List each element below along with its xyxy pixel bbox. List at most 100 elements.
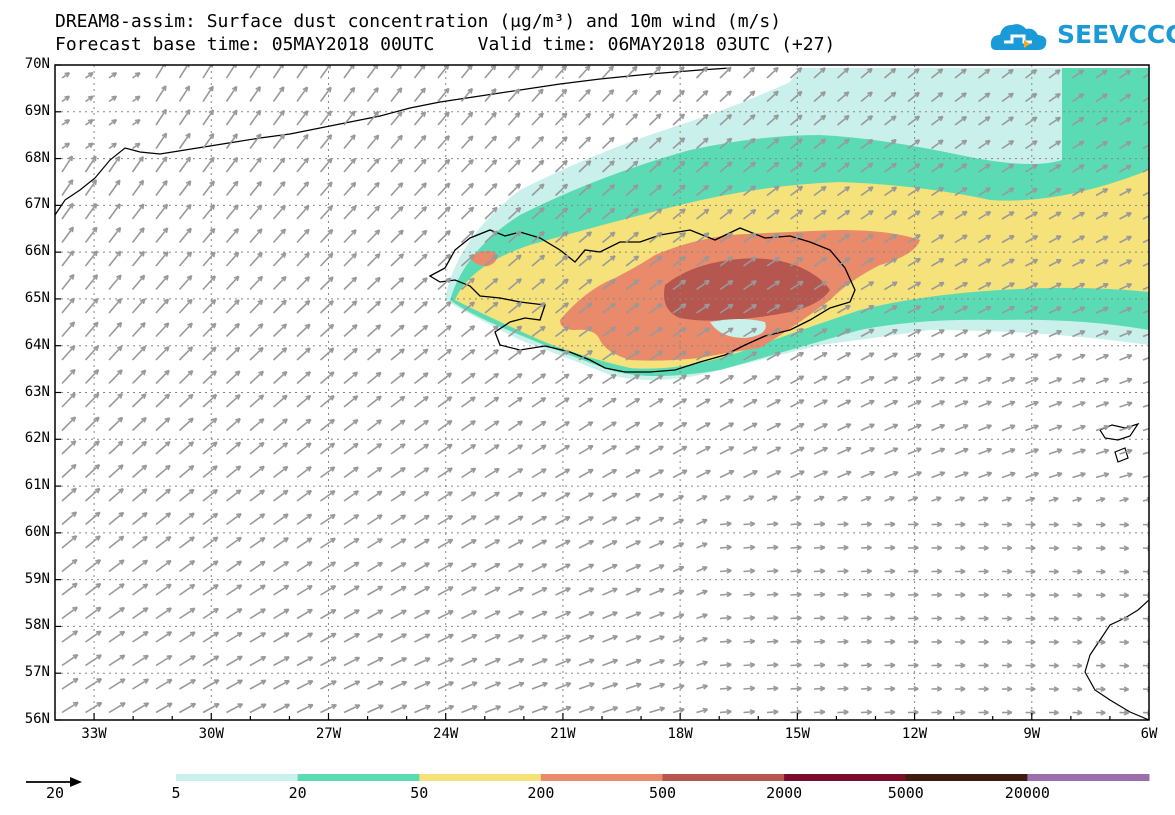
- wind-arrow-head: [1056, 353, 1063, 359]
- wind-arrow: [320, 656, 337, 667]
- wind-arrow-head: [750, 208, 757, 215]
- wind-arrow-head: [1053, 496, 1059, 503]
- wind-arrow-head: [561, 65, 568, 71]
- wind-arrow-head: [400, 514, 407, 520]
- wind-arrow-head: [1008, 92, 1014, 99]
- wind-arrow: [1119, 425, 1133, 432]
- wind-arrow: [507, 135, 521, 150]
- wind-arrow-head: [139, 298, 146, 305]
- wind-arrow-head: [445, 253, 452, 260]
- wind-arrow: [508, 705, 525, 714]
- wind-arrow: [320, 513, 336, 526]
- lat-label: 64N: [24, 336, 50, 353]
- wind-arrow: [460, 230, 475, 244]
- wind-arrow-head: [726, 591, 732, 598]
- wind-arrow-head: [1055, 187, 1062, 194]
- wind-arrow: [131, 488, 148, 502]
- wind-arrow-head: [1078, 140, 1085, 147]
- wind-arrow: [625, 65, 638, 79]
- wind-arrow-head: [749, 709, 756, 715]
- wind-arrow: [790, 470, 805, 479]
- wind-arrow-head: [587, 397, 594, 403]
- wind-arrow-head: [423, 395, 429, 402]
- wind-arrow: [1025, 448, 1039, 455]
- wind-arrow-head: [635, 587, 642, 594]
- wind-arrow: [1072, 188, 1085, 197]
- wind-arrow-head: [72, 654, 79, 660]
- wind-arrow: [437, 396, 453, 408]
- wind-arrow-head: [1080, 424, 1086, 431]
- wind-arrow-head: [469, 301, 476, 308]
- wind-arrow-head: [586, 254, 593, 261]
- wind-arrow: [1095, 164, 1108, 173]
- wind-arrow-head: [678, 518, 685, 524]
- wind-arrow-head: [1008, 234, 1015, 241]
- wind-arrow-head: [1008, 116, 1015, 122]
- wind-arrow-head: [260, 608, 266, 614]
- wind-arrow-head: [1150, 213, 1155, 217]
- wind-arrow: [931, 258, 945, 267]
- wind-arrow: [884, 281, 898, 291]
- wind-arrow-head: [303, 157, 309, 164]
- wind-arrow-head: [237, 703, 244, 709]
- wind-arrow: [766, 256, 780, 267]
- wind-arrow-head: [750, 185, 757, 191]
- wind-arrow-head: [398, 300, 405, 307]
- wind-arrow: [320, 418, 335, 432]
- wind-arrow-head: [588, 540, 595, 546]
- wind-arrow: [978, 211, 991, 220]
- wind-arrow-head: [985, 187, 991, 193]
- wind-arrow-head: [1077, 639, 1083, 646]
- wind-arrow-head: [658, 540, 665, 546]
- wind-arrow: [978, 92, 991, 103]
- wind-arrow: [319, 134, 333, 149]
- wind-arrow: [743, 495, 755, 502]
- wind-arrow-head: [1055, 116, 1061, 123]
- wind-arrow: [601, 160, 615, 173]
- wind-arrow-head: [1101, 93, 1108, 99]
- wind-arrow: [84, 250, 98, 267]
- wind-arrow: [273, 466, 289, 479]
- wind-arrow: [790, 162, 803, 173]
- wind-arrow-head: [331, 704, 337, 710]
- wind-arrow-head: [701, 518, 708, 525]
- wind-arrow: [61, 487, 77, 502]
- wind-arrow: [108, 511, 124, 526]
- wind-arrow: [766, 616, 779, 620]
- wind-arrow: [907, 91, 920, 103]
- wind-arrow-head: [845, 423, 852, 429]
- wind-arrow: [766, 351, 781, 361]
- wind-arrow: [437, 325, 452, 338]
- wind-arrow-head: [1010, 471, 1016, 478]
- wind-arrow-head: [655, 65, 662, 72]
- wind-arrow-head: [587, 468, 594, 475]
- wind-arrow-head: [939, 376, 945, 382]
- wind-arrow-head: [612, 611, 618, 617]
- wind-arrow: [108, 345, 123, 361]
- wind-arrow-head: [820, 162, 827, 168]
- wind-arrow: [155, 369, 170, 385]
- wind-arrow-head: [400, 585, 407, 592]
- wind-arrow: [61, 203, 74, 220]
- wind-arrow-head: [374, 229, 381, 236]
- wind-arrow-head: [115, 250, 122, 257]
- wind-arrow: [437, 206, 451, 220]
- wind-arrow-head: [422, 300, 429, 307]
- wind-arrow-head: [843, 568, 849, 575]
- wind-arrow: [202, 228, 216, 244]
- wind-arrow: [625, 588, 641, 596]
- wind-arrow-head: [611, 421, 617, 427]
- wind-arrow-head: [751, 398, 758, 405]
- wind-arrow: [414, 491, 430, 502]
- wind-arrow-head: [868, 281, 875, 287]
- wind-arrow: [131, 156, 144, 173]
- wind-arrow-head: [518, 586, 524, 593]
- wind-arrow-head: [565, 658, 572, 664]
- wind-arrow: [672, 542, 684, 549]
- wind-arrow: [413, 158, 427, 173]
- wind-arrow: [155, 559, 172, 573]
- wind-arrow: [1119, 307, 1132, 314]
- wind-arrow-head: [962, 305, 969, 311]
- wind-arrow: [649, 255, 663, 267]
- wind-arrow: [696, 351, 711, 361]
